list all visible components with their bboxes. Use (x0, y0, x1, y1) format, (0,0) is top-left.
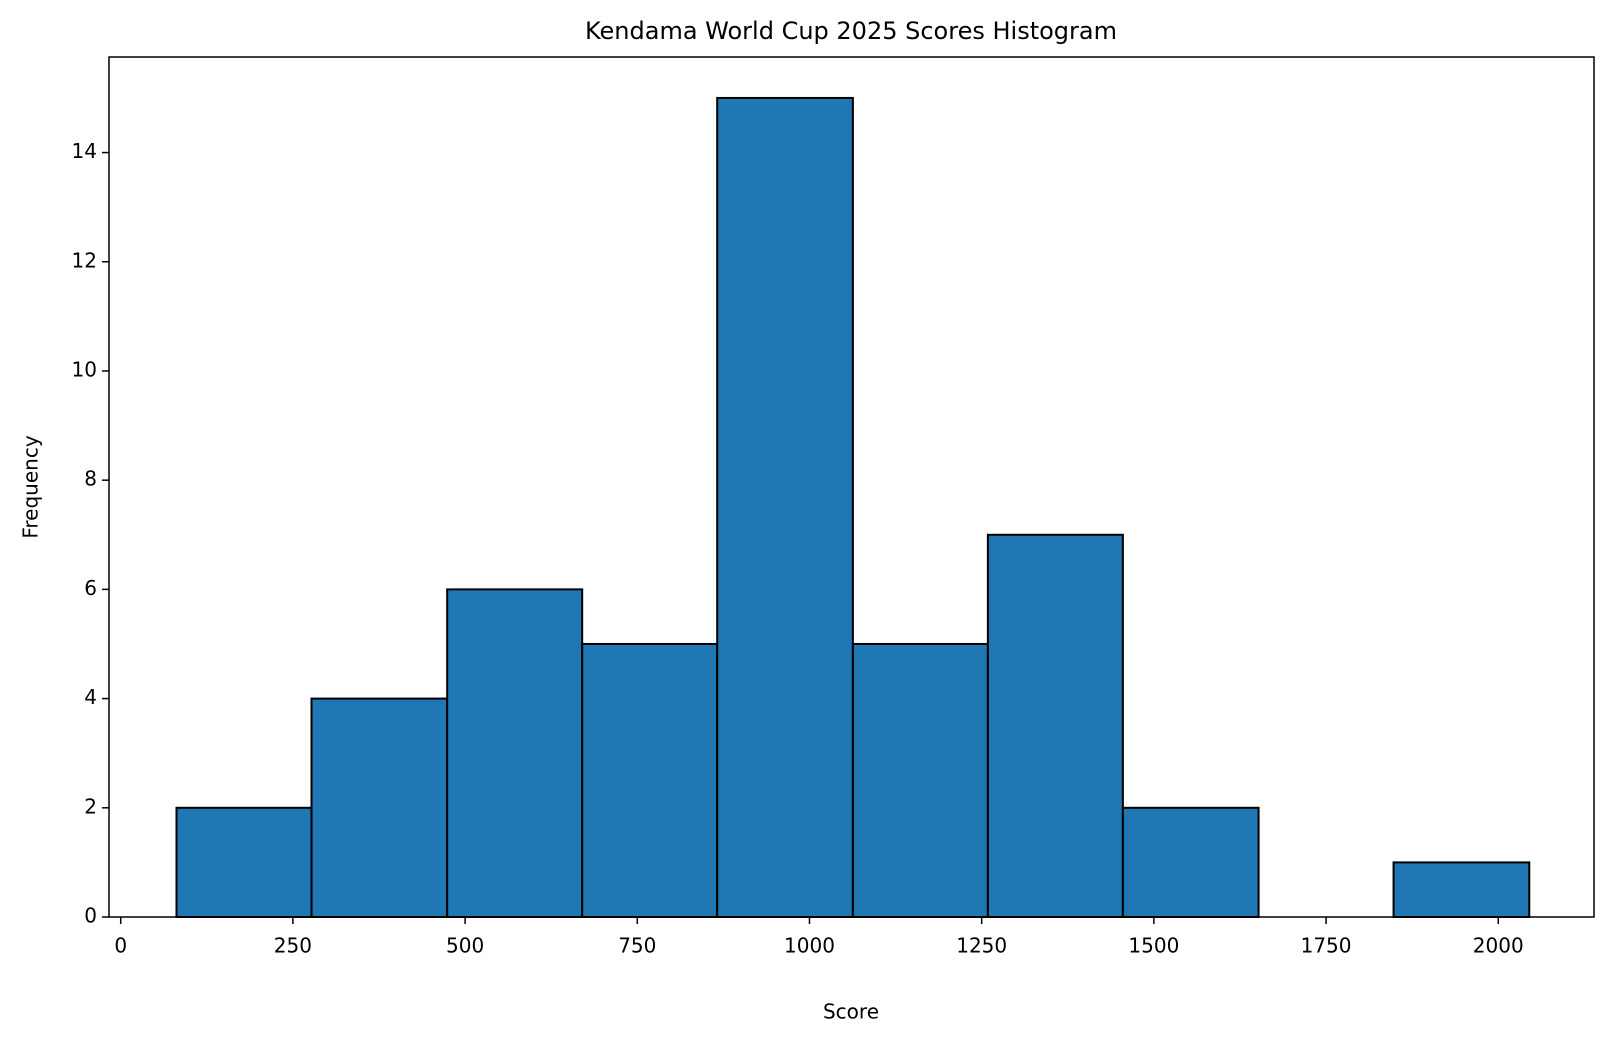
y-tick-label: 4 (84, 685, 97, 709)
x-tick-label: 1000 (784, 934, 835, 958)
x-tick-label: 1500 (1128, 934, 1179, 958)
bar (446, 588, 584, 919)
x-tick-label: 1750 (1301, 934, 1352, 958)
y-axis-label: Frequency (19, 435, 43, 538)
bar (581, 642, 719, 918)
bar (310, 697, 449, 918)
bar (986, 533, 1124, 918)
x-tick-label: 0 (114, 934, 127, 958)
x-tick-label: 250 (274, 934, 312, 958)
y-tick-label: 10 (72, 357, 97, 381)
bar (1392, 861, 1531, 919)
bar (1121, 806, 1260, 918)
y-tick-label: 6 (84, 576, 97, 600)
x-tick-label: 2000 (1473, 934, 1524, 958)
bar (851, 642, 989, 918)
x-axis-label: Score (823, 1000, 879, 1024)
chart-title: Kendama World Cup 2025 Scores Histogram (585, 17, 1117, 45)
x-tick-label: 1250 (956, 934, 1007, 958)
y-tick-label: 14 (72, 139, 97, 163)
x-tick-label: 500 (446, 934, 484, 958)
x-tick-label: 750 (618, 934, 656, 958)
y-tick-label: 8 (84, 467, 97, 491)
y-tick-label: 0 (84, 904, 97, 928)
plot-frame (108, 56, 1595, 918)
y-tick-label: 2 (84, 794, 97, 818)
bar (716, 96, 854, 918)
bar (175, 806, 313, 918)
y-tick-label: 12 (72, 248, 97, 272)
